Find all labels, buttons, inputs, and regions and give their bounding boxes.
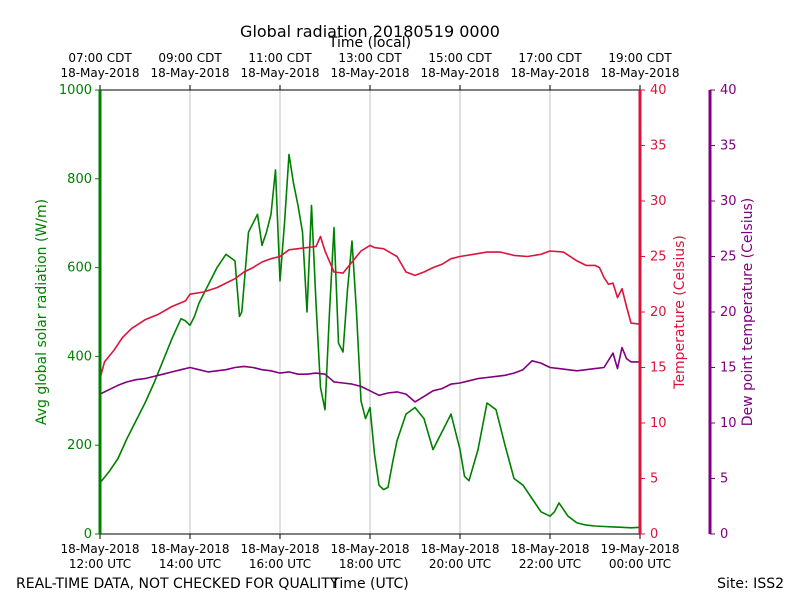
x2-tick-label-time: 17:00 CDT xyxy=(518,51,582,65)
y2-tick-label: 5 xyxy=(650,472,658,487)
x-tick-label-time: 18:00 UTC xyxy=(339,557,401,571)
x-tick-label-date: 18-May-2018 xyxy=(60,542,139,556)
x2-tick-label-time: 07:00 CDT xyxy=(68,51,132,65)
x-tick-label-time: 12:00 UTC xyxy=(69,557,131,571)
x2-tick-label-date: 18-May-2018 xyxy=(60,66,139,80)
x-tick-label-time: 14:00 UTC xyxy=(159,557,221,571)
y3-tick-label: 15 xyxy=(720,361,737,376)
x-tick-label-date: 19-May-2018 xyxy=(600,542,679,556)
grid xyxy=(189,90,551,534)
y3-tick-label: 20 xyxy=(720,305,737,320)
y3-tick-label: 35 xyxy=(720,139,737,154)
y-tick-label: 1000 xyxy=(59,83,92,98)
x-tick-label-time: 00:00 UTC xyxy=(609,557,671,571)
x-tick-label-date: 18-May-2018 xyxy=(240,542,319,556)
y2-tick-label: 15 xyxy=(650,361,667,376)
x-tick-label-date: 18-May-2018 xyxy=(510,542,589,556)
y2-tick-label: 25 xyxy=(650,250,667,265)
series-line-dewpoint xyxy=(99,346,640,403)
y3-tick-label: 40 xyxy=(720,83,737,98)
x2-tick-label-date: 18-May-2018 xyxy=(420,66,499,80)
top-axis-label: Time (local) xyxy=(328,35,411,51)
y-tick-label: 0 xyxy=(84,527,92,542)
y-tick-label: 800 xyxy=(67,172,92,187)
y2-tick-label: 35 xyxy=(650,139,667,154)
x2-tick-label-time: 13:00 CDT xyxy=(338,51,402,65)
x-tick-label-date: 18-May-2018 xyxy=(330,542,409,556)
y3-tick-label: 0 xyxy=(720,527,728,542)
x2-tick-label-time: 19:00 CDT xyxy=(608,51,672,65)
x2-tick-label-date: 18-May-2018 xyxy=(330,66,409,80)
y3-axis-label: Dew point temperature (Celsius) xyxy=(740,198,756,426)
quality-disclaimer: REAL-TIME DATA, NOT CHECKED FOR QUALITY xyxy=(16,576,339,592)
y3-tick-label: 5 xyxy=(720,472,728,487)
y-axis-label: Avg global solar radiation (W/m) xyxy=(34,199,50,425)
y3-tick-label: 30 xyxy=(720,194,737,209)
x2-tick-label-date: 18-May-2018 xyxy=(150,66,229,80)
series-group xyxy=(99,153,641,529)
x-tick-label-time: 20:00 UTC xyxy=(429,557,491,571)
site-label: Site: ISS2 xyxy=(717,576,784,592)
x-tick-label-date: 18-May-2018 xyxy=(150,542,229,556)
x2-tick-label-date: 18-May-2018 xyxy=(600,66,679,80)
y-tick-label: 400 xyxy=(67,349,92,364)
x-axis-label: Time (UTC) xyxy=(330,576,408,592)
x2-tick-label-date: 18-May-2018 xyxy=(510,66,589,80)
x-tick-label-date: 18-May-2018 xyxy=(420,542,499,556)
y2-tick-label: 20 xyxy=(650,305,667,320)
y2-tick-label: 30 xyxy=(650,194,667,209)
x-tick-label-time: 22:00 UTC xyxy=(519,557,581,571)
x2-tick-label-time: 11:00 CDT xyxy=(248,51,312,65)
x2-tick-label-time: 09:00 CDT xyxy=(158,51,222,65)
y3-tick-label: 25 xyxy=(720,250,737,265)
x2-tick-label-time: 15:00 CDT xyxy=(428,51,492,65)
y2-tick-label: 40 xyxy=(650,83,667,98)
y2-tick-label: 10 xyxy=(650,416,667,431)
y-tick-label: 200 xyxy=(67,438,92,453)
y-tick-label: 600 xyxy=(67,261,92,276)
x-tick-label-time: 16:00 UTC xyxy=(249,557,311,571)
y2-tick-label: 0 xyxy=(650,527,658,542)
chart-title: Global radiation 20180519 0000 xyxy=(240,22,500,41)
series-line-temperature xyxy=(99,235,641,379)
y3-tick-label: 10 xyxy=(720,416,737,431)
x2-tick-label-date: 18-May-2018 xyxy=(240,66,319,80)
y2-axis-label: Temperature (Celsius) xyxy=(672,235,688,390)
